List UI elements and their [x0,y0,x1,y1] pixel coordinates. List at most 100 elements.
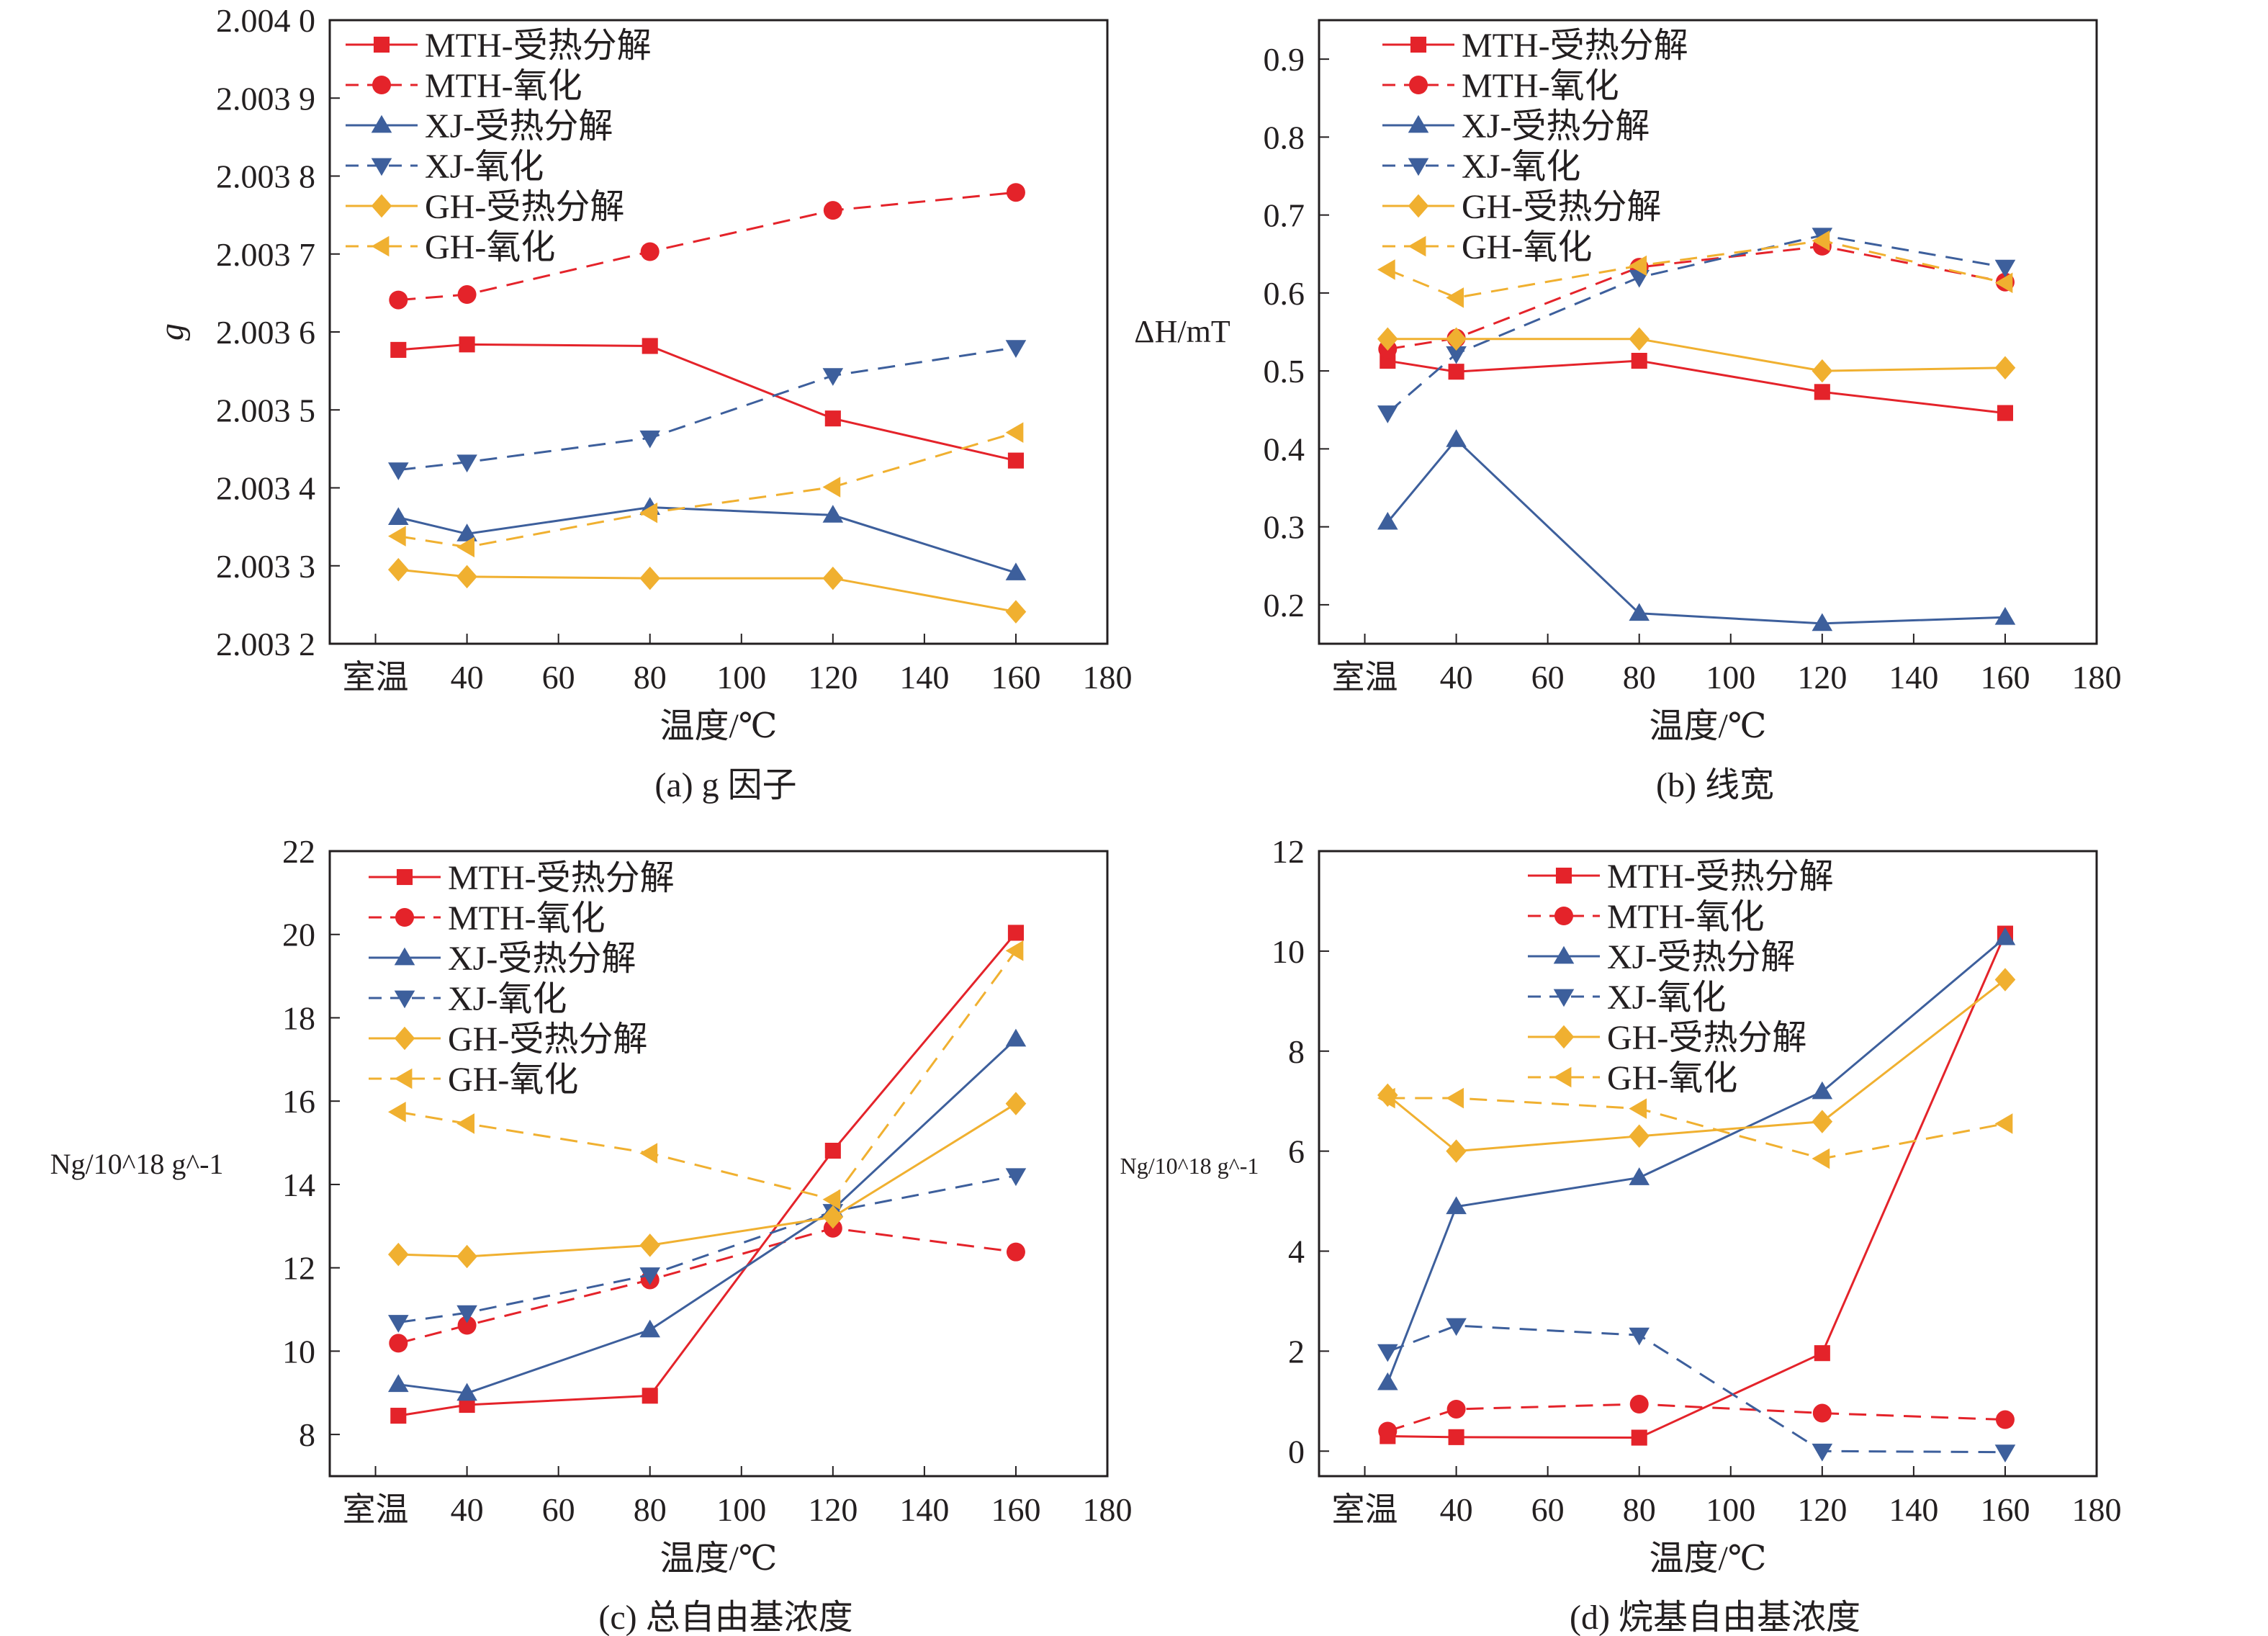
chart-panel-c: 室温 40 60 80 100 120 140 160 180 8 10 12 14 16 18 20 22 温度… [50,833,1133,1636]
data-point [1812,1148,1830,1169]
legend-marker-triangle-down [371,158,392,176]
data-point [456,454,477,473]
y-tick-label: 0.5 [1264,353,1305,390]
data-point [1005,1092,1027,1115]
data-point [1812,1110,1833,1133]
legend-label: MTH-受热分解 [1462,27,1688,65]
data-point [456,1244,477,1269]
x-tick-label: 100 [716,659,766,696]
legend-item: MTH-受热分解 [1528,858,1834,896]
legend-marker-triangle-up [394,947,415,966]
legend-label: XJ-氧化 [448,980,567,1018]
data-point [387,1374,409,1393]
x-tick-label: 160 [991,1491,1040,1528]
legend-marker-triangle-up [371,114,392,133]
legend-label: XJ-氧化 [425,148,544,186]
data-point [1814,384,1830,400]
x-tick-label: 180 [1083,659,1133,696]
legend-label: GH-受热分解 [448,1020,647,1059]
x-tick-label: 140 [899,659,949,696]
plot-frame [328,850,1109,1478]
data-point [1812,613,1833,632]
y-tick-label: 12 [282,1250,315,1287]
data-point [1446,1139,1467,1163]
data-point [1377,259,1395,280]
data-point [1994,259,2016,278]
y-tick-label: 0.3 [1264,509,1305,546]
legend-label: GH-受热分解 [425,188,624,226]
legend-label: GH-受热分解 [1607,1019,1806,1057]
legend-label: XJ-受热分解 [1462,107,1650,145]
legend-item: XJ-氧化 [1528,979,1726,1017]
x-tick-label: 60 [542,659,575,696]
series-triangle-down [387,340,1027,480]
x-tick-label: 80 [634,659,667,696]
y-tick-label: 12 [1272,833,1305,870]
data-point [1446,287,1464,308]
y-tick-label: 18 [282,999,315,1036]
legend-label: MTH-受热分解 [448,859,675,897]
data-point [1378,1421,1398,1441]
legend-item: GH-受热分解 [369,1020,647,1059]
data-point [639,1319,661,1338]
data-point [456,1113,474,1134]
chart-panel-d: 室温 40 60 80 100 120 140 160 180 0 2 4 6 8 10 12 温度/℃ Ng/1… [1120,833,2122,1636]
x-tick-label: 120 [1797,1491,1847,1528]
x-tick-label: 40 [1440,659,1473,696]
chart-panel-b: 室温 40 60 80 100 120 140 160 180 0.2 0.3 0.4 0.5 0.6 0.… [1134,19,2122,804]
legend-marker-square [1410,36,1427,53]
data-point [1005,1168,1027,1187]
legend-item: GH-氧化 [1528,1059,1737,1097]
x-tick-label: 140 [1889,1491,1938,1528]
data-point [459,336,475,353]
x-tick-label: 120 [808,1491,858,1528]
y-axis-label: g [153,323,191,341]
data-point [1446,429,1467,447]
data-point [1377,327,1398,351]
data-point [1005,1028,1027,1047]
x-tick-label: 140 [1889,659,1938,696]
plot-frame [1318,850,2098,1478]
x-tick-label: 40 [451,1491,484,1528]
series-diamond [387,1092,1027,1269]
legend-item: XJ-氧化 [346,148,544,186]
legend-item: GH-氧化 [346,228,555,266]
legend-item: XJ-受热分解 [369,940,636,978]
legend-marker-diamond [1408,194,1429,218]
data-point [1005,600,1027,624]
series-triangle-up [387,1028,1027,1401]
y-tick-label: 20 [282,917,315,953]
legend-label: MTH-氧化 [425,67,582,105]
legend-item: MTH-氧化 [346,67,582,105]
data-point [1629,1098,1647,1119]
legend-marker-square [1555,867,1572,884]
data-point [1377,1087,1395,1109]
data-point [390,341,407,358]
data-point [639,1233,661,1257]
chart-caption: (d) 烷基自由基浓度 [1570,1599,1860,1636]
data-point [823,201,842,220]
data-point [389,290,408,310]
y-tick-label: 0.7 [1264,197,1305,234]
legend-item: GH-氧化 [1382,228,1592,266]
data-point [1629,1124,1650,1149]
data-point [1446,327,1467,351]
y-tick-label: 6 [1288,1133,1305,1170]
y-tick-label: 0.9 [1264,41,1305,78]
series-square [390,336,1024,469]
y-tick-label: 2.003 5 [216,392,315,428]
data-point [457,285,477,305]
chart-caption: (c) 总自由基浓度 [598,1599,852,1636]
data-point [822,1205,844,1229]
data-point [390,1408,407,1424]
data-point [1446,1087,1464,1109]
data-point [1994,1444,2016,1462]
x-tick-label: 60 [542,1491,575,1528]
data-point [456,523,477,541]
data-point [1446,1399,1466,1419]
